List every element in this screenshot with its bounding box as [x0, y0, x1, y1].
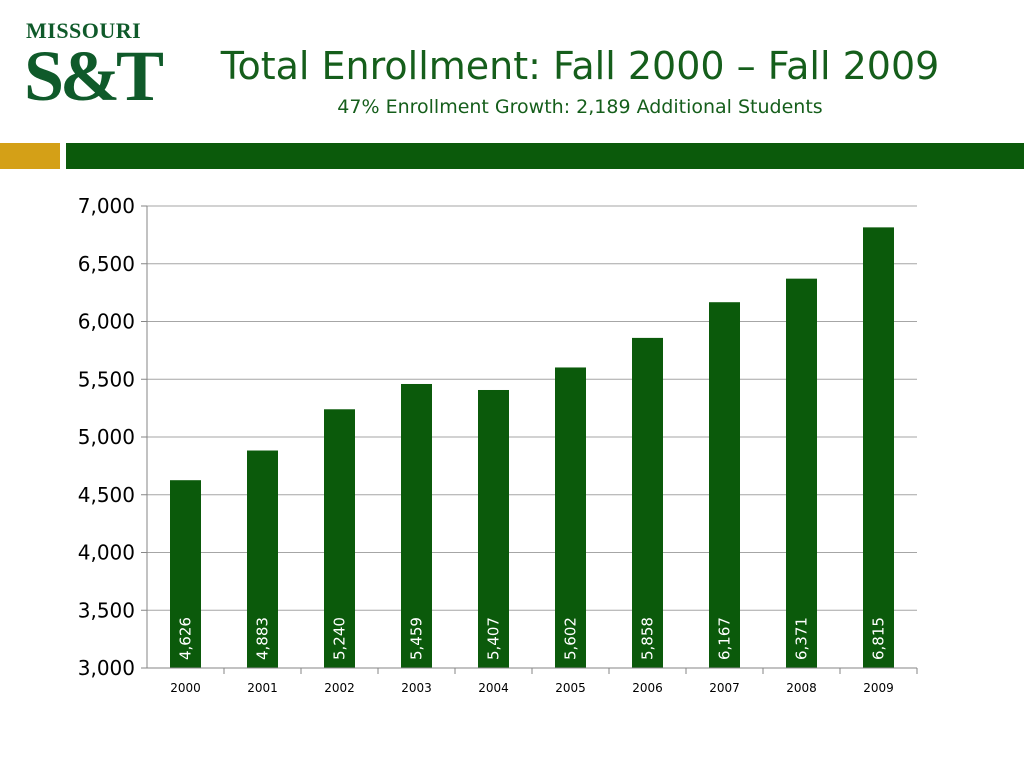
bar-2008 — [786, 278, 817, 668]
bar-2001 — [247, 450, 278, 668]
bar-2003 — [401, 383, 432, 668]
x-tick-label: 2009 — [863, 681, 894, 695]
bar-2002 — [324, 409, 355, 668]
data-label-2007: 6,167 — [716, 617, 734, 660]
bar-2009 — [863, 227, 894, 668]
accent-gold-bar — [0, 143, 60, 169]
enrollment-bar-chart: 3,000 3,500 4,000 4,500 5,000 5,500 6,000 6,500… — [78, 194, 918, 695]
missouri-st-logo: MISSOURI S&T — [22, 14, 164, 124]
x-tick-label: 2006 — [632, 681, 663, 695]
bars — [170, 227, 894, 668]
data-label-2003: 5,459 — [408, 617, 426, 660]
y-tick-label: 6,000 — [78, 310, 135, 334]
y-tick-label: 6,500 — [78, 252, 135, 276]
x-tick-label: 2007 — [709, 681, 740, 695]
slide-subtitle: 47% Enrollment Growth: 2,189 Additional … — [337, 96, 823, 118]
data-label-2000: 4,626 — [177, 617, 195, 660]
y-tick-label: 4,000 — [78, 541, 135, 565]
y-tick-label: 5,500 — [78, 367, 135, 391]
bar-2005 — [555, 367, 586, 668]
bar-2004 — [478, 389, 509, 668]
x-tick-label: 2008 — [786, 681, 817, 695]
bar-2007 — [709, 302, 740, 668]
data-label-2005: 5,602 — [562, 617, 580, 660]
data-label-2006: 5,858 — [639, 617, 657, 660]
labels: 3,000 3,500 4,000 4,500 5,000 5,500 6,000 6,500… — [78, 194, 894, 695]
data-label-2009: 6,815 — [870, 617, 888, 660]
axes — [141, 205, 918, 674]
x-tick-label: 2000 — [170, 681, 201, 695]
data-label-2008: 6,371 — [793, 617, 811, 660]
data-label-2002: 5,240 — [331, 617, 349, 660]
data-label-2004: 5,407 — [485, 617, 503, 660]
logo-top-text: MISSOURI — [26, 18, 142, 43]
y-tick-label: 5,000 — [78, 425, 135, 449]
bar-2000 — [170, 480, 201, 668]
logo-bottom-text: S&T — [24, 36, 164, 116]
y-tick-label: 3,500 — [78, 598, 135, 622]
x-tick-label: 2002 — [324, 681, 355, 695]
x-tick-label: 2005 — [555, 681, 586, 695]
bar-2006 — [632, 337, 663, 668]
x-tick-label: 2003 — [401, 681, 432, 695]
y-tick-label: 3,000 — [78, 656, 135, 680]
x-tick-label: 2001 — [247, 681, 278, 695]
accent-green-bar — [66, 143, 1024, 169]
y-tick-label: 7,000 — [78, 194, 135, 218]
y-tick-label: 4,500 — [78, 483, 135, 507]
slide-title: Total Enrollment: Fall 2000 – Fall 2009 — [220, 44, 940, 88]
x-tick-label: 2004 — [478, 681, 509, 695]
data-label-2001: 4,883 — [254, 617, 272, 660]
